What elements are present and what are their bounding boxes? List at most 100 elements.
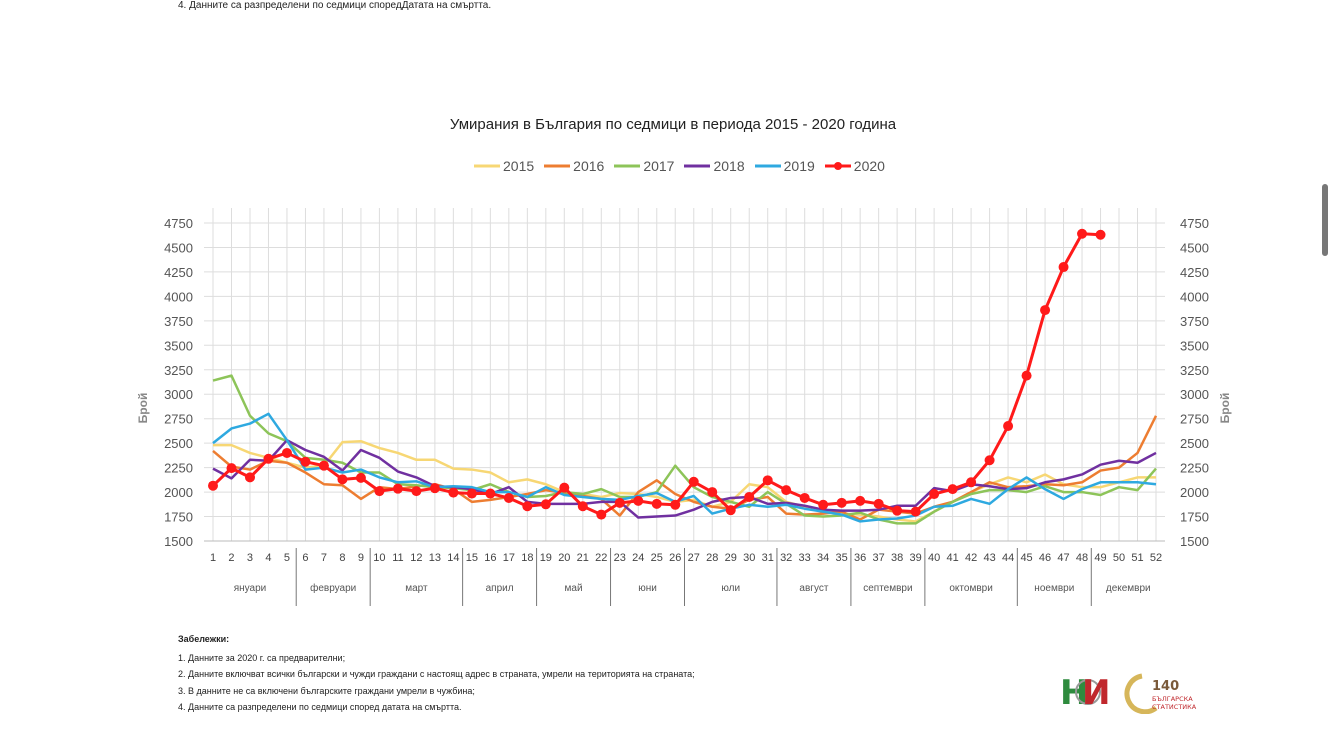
x-tick-label: 13 bbox=[429, 552, 441, 564]
data-point-2020 bbox=[503, 492, 514, 503]
data-point-2020 bbox=[318, 460, 329, 471]
y-tick-label-left: 2000 bbox=[164, 485, 193, 500]
y-tick-label-right: 2500 bbox=[1180, 436, 1209, 451]
y-tick-label-left: 4500 bbox=[164, 240, 193, 255]
legend-label: 2015 bbox=[503, 158, 535, 174]
legend-swatch bbox=[474, 164, 500, 168]
x-tick-label: 38 bbox=[891, 552, 903, 564]
data-point-2020 bbox=[208, 480, 218, 491]
x-tick-label: 16 bbox=[484, 552, 496, 564]
y-tick-label-right: 3000 bbox=[1180, 387, 1209, 402]
data-point-2020 bbox=[226, 463, 237, 474]
data-point-2020 bbox=[781, 485, 792, 496]
data-point-2020 bbox=[1077, 228, 1088, 239]
series-2015 bbox=[213, 439, 1156, 523]
chart-title: Умирания в България по седмици в периода… bbox=[449, 116, 897, 133]
x-tick-label: 2 bbox=[228, 552, 234, 564]
top-note: 4. Данните са разпределени по седмици сп… bbox=[178, 0, 492, 11]
series-line-2019 bbox=[212, 412, 1157, 523]
y-tick-label-right: 2000 bbox=[1180, 485, 1209, 500]
x-tick-label: 5 bbox=[284, 552, 290, 564]
y-tick-label-right: 4750 bbox=[1180, 216, 1209, 231]
note-item: 2. Данните включват всички български и ч… bbox=[178, 669, 695, 679]
legend-item-2015: 2015 bbox=[474, 158, 534, 174]
data-point-2020 bbox=[355, 472, 366, 483]
x-tick-label: 30 bbox=[743, 552, 755, 564]
data-point-2020 bbox=[1040, 305, 1051, 316]
data-point-2020 bbox=[485, 488, 496, 499]
series-2019 bbox=[212, 412, 1157, 523]
legend-swatch bbox=[824, 162, 851, 170]
data-point-2020 bbox=[799, 492, 810, 503]
notes: Забележки: 1. Данните за 2020 г. са пред… bbox=[178, 631, 695, 716]
legend-label: 2016 bbox=[573, 158, 605, 174]
x-tick-label: 21 bbox=[577, 552, 589, 564]
data-point-2020 bbox=[688, 476, 699, 487]
data-point-2020 bbox=[707, 487, 718, 498]
x-tick-label: 50 bbox=[1113, 552, 1125, 564]
series-2018 bbox=[212, 438, 1157, 519]
y-axis-title-left: Брой bbox=[136, 393, 150, 424]
y-tick-label-left: 4250 bbox=[164, 265, 193, 280]
y-tick-label-left: 3750 bbox=[164, 314, 193, 329]
y-tick-label-left: 3250 bbox=[164, 363, 193, 378]
data-point-2020 bbox=[614, 497, 625, 508]
y-tick-label-left: 4000 bbox=[164, 289, 193, 304]
x-tick-label: 46 bbox=[1039, 552, 1051, 564]
data-point-2020 bbox=[966, 477, 977, 488]
data-point-2020 bbox=[762, 475, 773, 486]
note-item: 1. Данните за 2020 г. са предварителни; bbox=[178, 652, 346, 663]
y-tick-label-right: 3750 bbox=[1180, 314, 1209, 329]
x-tick-label: 18 bbox=[521, 552, 533, 564]
x-tick-label: 52 bbox=[1150, 552, 1162, 564]
series-2020 bbox=[208, 228, 1106, 520]
data-point-2020 bbox=[910, 506, 921, 517]
y-tick-label-left: 3000 bbox=[164, 387, 193, 402]
x-tick-label: 22 bbox=[595, 552, 607, 564]
y-tick-label-right: 4250 bbox=[1180, 265, 1209, 280]
legend-item-2020: 2020 bbox=[824, 158, 885, 174]
y-tick-label-right: 1750 bbox=[1180, 510, 1209, 525]
x-tick-label: 29 bbox=[725, 552, 737, 564]
month-label: май bbox=[565, 583, 583, 594]
x-tick-label: 37 bbox=[873, 552, 885, 564]
x-tick-label: 20 bbox=[558, 552, 570, 564]
data-point-2020 bbox=[577, 501, 588, 512]
data-point-2020 bbox=[337, 474, 348, 485]
x-tick-label: 45 bbox=[1020, 552, 1032, 564]
svg-text:БЪЛГАРСКА: БЪЛГАРСКА bbox=[1152, 695, 1193, 703]
data-point-2020 bbox=[744, 491, 755, 502]
y-tick-label-right: 2750 bbox=[1180, 412, 1209, 427]
scrollbar[interactable] bbox=[1322, 184, 1328, 256]
x-tick-label: 49 bbox=[1094, 552, 1106, 564]
svg-text:СТАТИСТИКА: СТАТИСТИКА bbox=[1152, 703, 1197, 711]
legend-item-2016: 2016 bbox=[544, 158, 604, 174]
legend-item-2019: 2019 bbox=[754, 158, 815, 174]
legend-item-2017: 2017 bbox=[614, 158, 674, 174]
legend-swatch bbox=[544, 164, 571, 168]
note-item: 4. Данните са разпределени по седмици сп… bbox=[178, 702, 462, 712]
x-tick-label: 42 bbox=[965, 552, 977, 564]
data-point-2020 bbox=[725, 505, 736, 516]
x-tick-label: 12 bbox=[410, 552, 422, 564]
data-point-2020 bbox=[855, 495, 866, 506]
data-point-2020 bbox=[244, 472, 255, 483]
data-point-2020 bbox=[633, 495, 644, 506]
x-tick-label: 35 bbox=[836, 552, 848, 564]
x-tick-label: 14 bbox=[447, 552, 459, 564]
data-point-2020 bbox=[836, 497, 847, 508]
legend-swatch bbox=[614, 164, 641, 168]
month-label: ноември bbox=[1034, 583, 1074, 594]
y-tick-label-left: 2250 bbox=[164, 461, 193, 476]
data-point-2020 bbox=[374, 486, 385, 497]
legend-swatch bbox=[684, 164, 711, 168]
month-label: август bbox=[799, 583, 828, 594]
x-tick-label: 19 bbox=[540, 552, 552, 564]
x-tick-label: 27 bbox=[688, 552, 700, 564]
x-tick-label: 31 bbox=[762, 552, 774, 564]
month-label: март bbox=[405, 583, 428, 594]
y-tick-label-left: 2500 bbox=[164, 436, 193, 451]
data-point-2020 bbox=[1095, 229, 1106, 240]
x-tick-label: 10 bbox=[373, 552, 385, 564]
